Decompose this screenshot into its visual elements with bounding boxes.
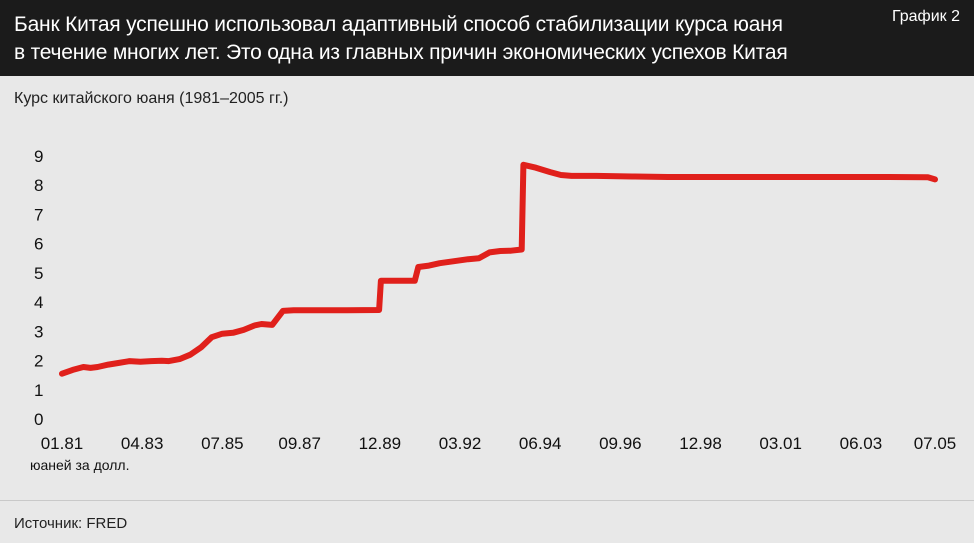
- x-tick-label: 12.98: [679, 434, 722, 453]
- y-tick-label: 3: [34, 322, 43, 341]
- header-bar: Банк Китая успешно использовал адаптивны…: [0, 0, 974, 76]
- x-tick-label: 07.05: [914, 434, 957, 453]
- y-tick-label: 4: [34, 293, 43, 312]
- y-tick-label: 8: [34, 176, 43, 195]
- x-tick-label: 03.92: [439, 434, 482, 453]
- y-tick-label: 2: [34, 352, 43, 371]
- y-tick-label: 5: [34, 264, 43, 283]
- x-tick-label: 07.85: [201, 434, 244, 453]
- x-tick-label: 12.89: [359, 434, 402, 453]
- y-tick-label: 1: [34, 381, 43, 400]
- x-tick-label: 06.94: [519, 434, 562, 453]
- x-tick-label: 06.03: [840, 434, 883, 453]
- y-tick-label: 9: [34, 147, 43, 166]
- x-tick-label: 04.83: [121, 434, 164, 453]
- x-axis-ticks: 01.81 04.83 07.85 09.87 12.89 03.92 06.94 09.96…: [41, 434, 957, 453]
- headline: Банк Китая успешно использовал адаптивны…: [14, 11, 874, 67]
- headline-line-2: в течение многих лет. Это одна из главны…: [14, 41, 788, 64]
- chart-tag: График 2: [891, 8, 960, 25]
- y-tick-label: 6: [34, 235, 43, 254]
- y-axis-ticks: 0 1 2 3 4 5 6 7 8 9: [34, 147, 43, 429]
- x-tick-label: 01.81: [41, 434, 84, 453]
- x-tick-label: 09.96: [599, 434, 642, 453]
- unit-label: юаней за долл.: [30, 457, 129, 473]
- x-tick-label: 03.01: [759, 434, 802, 453]
- chart-title: Курс китайского юаня (1981–2005 гг.): [14, 90, 289, 107]
- source-note: Источник: FRED: [14, 515, 128, 532]
- y-tick-label: 7: [34, 205, 43, 224]
- headline-line-1: Банк Китая успешно использовал адаптивны…: [14, 13, 783, 36]
- y-tick-label: 0: [34, 410, 43, 429]
- x-tick-label: 09.87: [278, 434, 321, 453]
- exchange-rate-line: [59, 161, 938, 377]
- source-divider: [0, 500, 974, 501]
